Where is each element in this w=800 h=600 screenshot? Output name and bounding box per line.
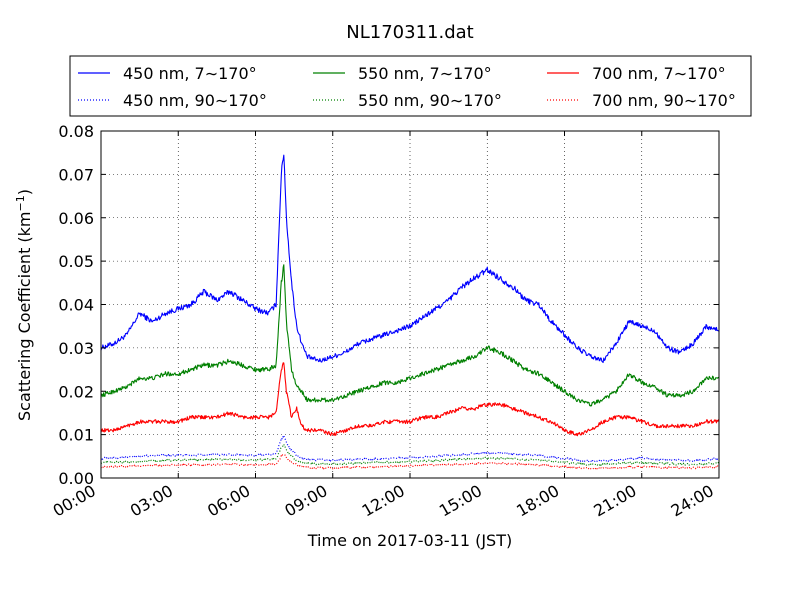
y-axis-label-text: Scattering Coefficient (km: [15, 211, 34, 421]
legend-box: [69, 55, 752, 117]
x-tick-label: 12:00: [359, 481, 408, 521]
y-axis-label-close: ): [15, 189, 34, 195]
y-tick-label: 0.01: [58, 426, 94, 445]
x-tick-label: 09:00: [281, 481, 330, 521]
y-tick-label: 0.04: [58, 296, 94, 315]
y-tick-label: 0.08: [58, 122, 94, 141]
y-axis-label-superscript: −1: [14, 195, 27, 211]
legend: 450 nm, 7∼170° 550 nm, 7∼170° 700 nm, 7∼17…: [69, 55, 752, 117]
legend-label: 700 nm, 90∼170°: [592, 91, 736, 110]
x-axis-label: Time on 2017-03-11 (JST): [307, 531, 512, 550]
y-tick-label: 0.03: [58, 339, 94, 358]
x-tick-label: 03:00: [127, 481, 176, 521]
series-line-2: [100, 264, 720, 407]
grid: [101, 131, 719, 478]
y-tick-label: 0.05: [58, 252, 94, 271]
x-tick-label: 24:00: [668, 481, 717, 521]
x-tick-label: 21:00: [590, 481, 639, 521]
series-layer: [100, 154, 720, 470]
y-tick-label: 0.00: [58, 469, 94, 488]
legend-label: 450 nm, 7∼170°: [123, 64, 257, 83]
series-line-1: [100, 154, 720, 364]
legend-label: 450 nm, 90∼170°: [123, 91, 267, 110]
legend-label: 550 nm, 7∼170°: [358, 64, 492, 83]
chart-title: NL170311.dat: [346, 22, 473, 43]
series-line-3: [100, 362, 720, 437]
series-line-5: [100, 443, 720, 467]
y-tick-label: 0.06: [58, 209, 94, 228]
series-line-4: [100, 434, 720, 463]
y-tick-label: 0.07: [58, 165, 94, 184]
axis-ticks: 00:00 03:00 06:00 09:00 12:00 15:00 18:00 21:00…: [50, 122, 720, 521]
x-tick-label: 18:00: [513, 481, 562, 521]
legend-label: 700 nm, 7∼170°: [592, 64, 726, 83]
x-tick-label: 06:00: [204, 481, 253, 521]
x-tick-label: 15:00: [436, 481, 485, 521]
y-axis-label: Scattering Coefficient (km−1): [14, 189, 34, 421]
legend-label: 550 nm, 90∼170°: [358, 91, 502, 110]
y-tick-label: 0.02: [58, 382, 94, 401]
plot-area: 00:00 03:00 06:00 09:00 12:00 15:00 18:00 21:00…: [50, 122, 720, 521]
